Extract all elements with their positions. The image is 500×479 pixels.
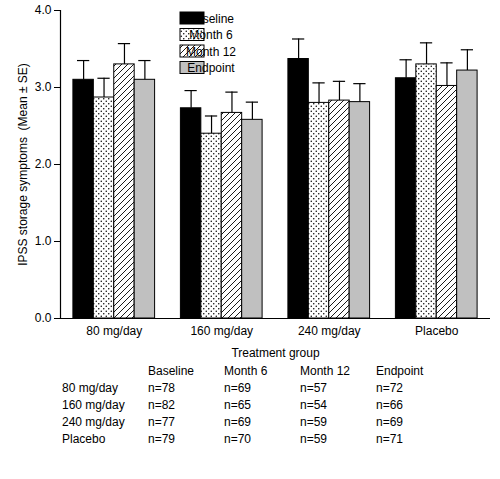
html-text:Baseline: Baseline: [148, 363, 194, 378]
html-text:n=78: n=78: [148, 380, 175, 395]
svg-text:4.0: 4.0: [35, 3, 52, 17]
html-text:n=57: n=57: [300, 380, 327, 395]
html-text:Month 12: Month 12: [300, 363, 350, 378]
html-text:240 mg/day: 240 mg/day: [62, 414, 125, 429]
svg-text:Month 12: Month 12: [186, 45, 236, 59]
html-text:n=66: n=66: [376, 397, 403, 412]
svg-text:Treatment group: Treatment group: [231, 346, 320, 360]
svg-text:Month 6: Month 6: [189, 28, 233, 42]
html-text:80 mg/day: 80 mg/day: [62, 380, 118, 395]
html-text:n=69: n=69: [224, 380, 251, 395]
svg-text:IPSS storage symptoms (Mean ±: IPSS storage symptoms (Mean ± SE): [16, 63, 30, 266]
svg-text:240 mg/day: 240 mg/day: [298, 324, 361, 338]
svg-text:Baseline: Baseline: [188, 12, 234, 26]
html-text:n=69: n=69: [376, 414, 403, 429]
html-text:n=59: n=59: [300, 431, 327, 446]
html-text:n=79: n=79: [148, 431, 175, 446]
html-text:Month 6: Month 6: [224, 363, 268, 378]
html-text:n=71: n=71: [376, 431, 403, 446]
html-text:n=82: n=82: [148, 397, 175, 412]
html-text:n=77: n=77: [148, 414, 175, 429]
svg-text:80 mg/day: 80 mg/day: [86, 324, 142, 338]
html-text:Endpoint: Endpoint: [376, 363, 424, 378]
svg-text:Endpoint: Endpoint: [187, 61, 235, 75]
svg-text:1.0: 1.0: [35, 234, 52, 248]
svg-text:2.0: 2.0: [35, 157, 52, 171]
html-text:n=54: n=54: [300, 397, 327, 412]
html-text:Placebo: Placebo: [62, 431, 106, 446]
svg-text:Placebo: Placebo: [415, 324, 459, 338]
svg-text:0.0: 0.0: [35, 311, 52, 325]
svg-text:3.0: 3.0: [35, 80, 52, 94]
html-text:n=59: n=59: [300, 414, 327, 429]
svg-text:160 mg/day: 160 mg/day: [190, 324, 253, 338]
html-text:n=69: n=69: [224, 414, 251, 429]
html-text:n=70: n=70: [224, 431, 251, 446]
html-text:160 mg/day: 160 mg/day: [62, 397, 125, 412]
html-text:n=65: n=65: [224, 397, 251, 412]
html-text:n=72: n=72: [376, 380, 403, 395]
